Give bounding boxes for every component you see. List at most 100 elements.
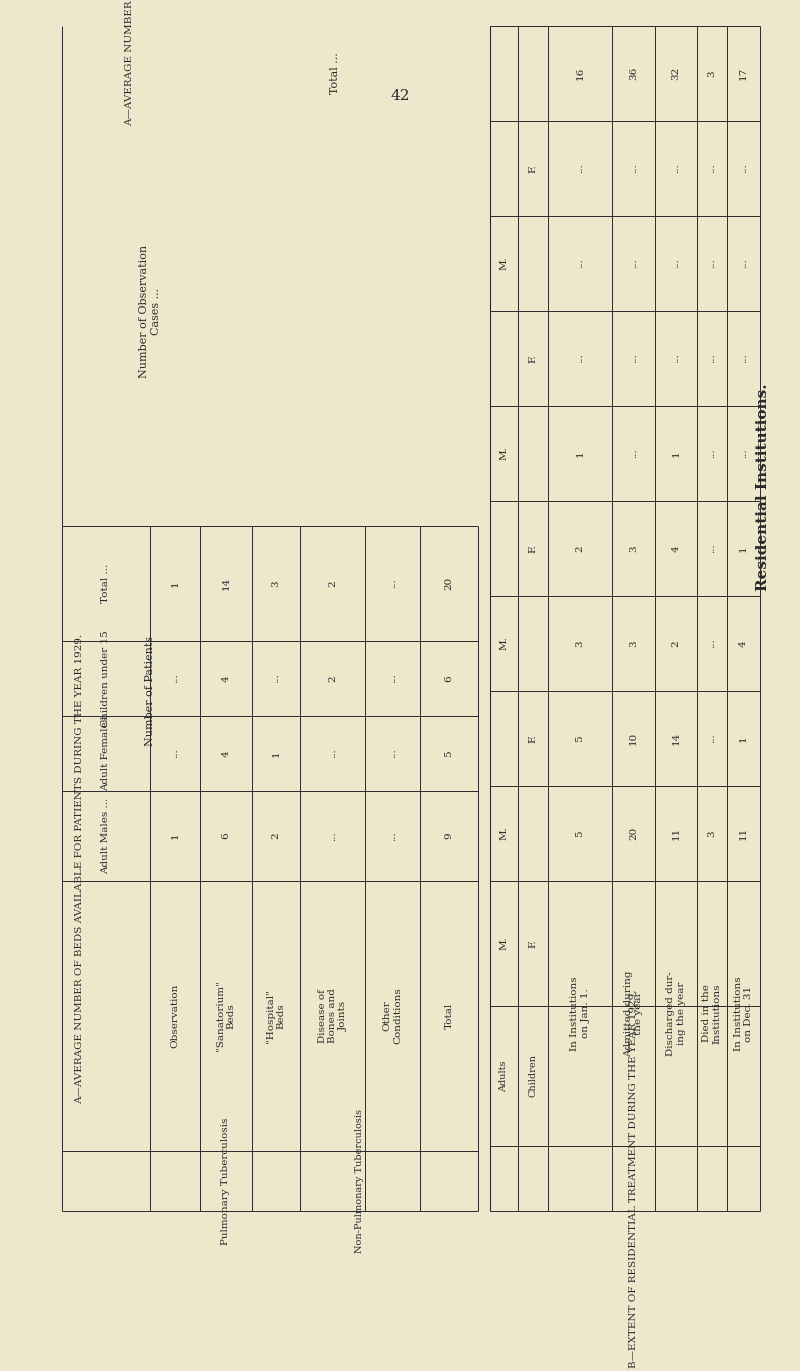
- Text: ...: ...: [575, 259, 585, 269]
- Text: 3: 3: [629, 640, 638, 647]
- Text: ...: ...: [707, 639, 717, 648]
- Text: F.: F.: [529, 733, 538, 743]
- Text: 3: 3: [707, 70, 717, 77]
- Text: M.: M.: [499, 936, 509, 950]
- Text: "Sanatorium"
Beds: "Sanatorium" Beds: [216, 980, 236, 1052]
- Text: Residential Institutions.: Residential Institutions.: [756, 384, 770, 591]
- Text: 14: 14: [222, 577, 230, 590]
- Text: 2: 2: [671, 640, 681, 647]
- Text: 1: 1: [271, 750, 281, 757]
- Text: Adults: Adults: [499, 1060, 509, 1091]
- Text: Admitted during
the year: Admitted during the year: [624, 971, 643, 1057]
- Text: 6: 6: [222, 832, 230, 839]
- Text: 11: 11: [671, 827, 681, 840]
- Text: 1: 1: [739, 735, 748, 742]
- Text: ...: ...: [328, 749, 337, 758]
- Text: 17: 17: [739, 67, 748, 80]
- Text: ...: ...: [739, 259, 748, 269]
- Text: 6: 6: [445, 675, 454, 681]
- Text: ...: ...: [629, 259, 638, 269]
- Text: In Institutions
on Jan. 1.: In Institutions on Jan. 1.: [570, 976, 590, 1050]
- Text: 2: 2: [328, 675, 337, 681]
- Text: ...: ...: [671, 354, 681, 363]
- Text: 4: 4: [739, 640, 748, 647]
- Text: 32: 32: [671, 67, 681, 80]
- Text: ...: ...: [707, 354, 717, 363]
- Text: 1: 1: [739, 546, 748, 551]
- Text: Total ...: Total ...: [330, 52, 340, 95]
- Text: ...: ...: [271, 673, 281, 683]
- Text: "Hospital"
Beds: "Hospital" Beds: [266, 988, 286, 1043]
- Text: 2: 2: [575, 546, 585, 551]
- Text: 3: 3: [271, 580, 281, 587]
- Text: B—EXTENT OF RESIDENTIAL TREATMENT DURING THE YEAR 1929.: B—EXTENT OF RESIDENTIAL TREATMENT DURING…: [629, 990, 638, 1368]
- Text: 4: 4: [671, 546, 681, 551]
- Text: A—AVERAGE NUMBER OF BEDS AVAILABLE FOR PATIENTS DURING THE YEAR 1929.: A—AVERAGE NUMBER OF BEDS AVAILABLE FOR P…: [126, 0, 134, 126]
- Text: 1: 1: [575, 450, 585, 457]
- Text: ...: ...: [328, 831, 337, 840]
- Text: 3: 3: [707, 831, 717, 836]
- Text: 42: 42: [390, 89, 410, 103]
- Text: 4: 4: [222, 675, 230, 681]
- Text: 5: 5: [575, 831, 585, 836]
- Text: M.: M.: [499, 636, 509, 650]
- Text: Number of Observation
Cases ...: Number of Observation Cases ...: [139, 244, 161, 377]
- Text: Children under 15: Children under 15: [102, 631, 110, 727]
- Text: Number of Patients: Number of Patients: [145, 636, 155, 746]
- Text: M.: M.: [499, 256, 509, 270]
- Text: Adult Males ...: Adult Males ...: [102, 798, 110, 875]
- Text: 1: 1: [170, 832, 179, 839]
- Text: ...: ...: [388, 749, 397, 758]
- Text: ...: ...: [388, 673, 397, 683]
- Text: 2: 2: [271, 832, 281, 839]
- Text: Observation: Observation: [170, 984, 179, 1049]
- Text: 11: 11: [739, 827, 748, 840]
- Text: ...: ...: [707, 733, 717, 743]
- Text: Discharged dur-
ing the year: Discharged dur- ing the year: [666, 971, 686, 1056]
- Text: Other
Conditions: Other Conditions: [383, 987, 402, 1045]
- Text: ...: ...: [170, 673, 179, 683]
- Text: 20: 20: [445, 577, 454, 590]
- Text: F.: F.: [529, 354, 538, 363]
- Text: ...: ...: [170, 749, 179, 758]
- Text: A—AVERAGE NUMBER OF BEDS AVAILABLE FOR PATIENTS DURING THE YEAR 1929.: A—AVERAGE NUMBER OF BEDS AVAILABLE FOR P…: [75, 633, 85, 1104]
- Text: ...: ...: [629, 354, 638, 363]
- Text: ...: ...: [707, 163, 717, 173]
- Text: Total ...: Total ...: [102, 563, 110, 603]
- Text: 9: 9: [445, 832, 454, 839]
- Text: Disease of
Bones and
Joints: Disease of Bones and Joints: [318, 988, 347, 1043]
- Text: ...: ...: [739, 448, 748, 458]
- Text: ...: ...: [671, 163, 681, 173]
- Text: 20: 20: [629, 827, 638, 840]
- Text: 16: 16: [575, 67, 585, 80]
- Text: 2: 2: [328, 580, 337, 587]
- Text: Non-Pulmonary Tuberculosis: Non-Pulmonary Tuberculosis: [355, 1109, 365, 1253]
- Text: 1: 1: [170, 580, 179, 587]
- Text: 5: 5: [575, 735, 585, 742]
- Text: ...: ...: [629, 163, 638, 173]
- Text: ...: ...: [739, 354, 748, 363]
- Text: 10: 10: [629, 732, 638, 744]
- Text: 5: 5: [445, 750, 454, 757]
- Text: 36: 36: [629, 67, 638, 80]
- Text: Total: Total: [445, 1002, 454, 1030]
- Text: F.: F.: [529, 165, 538, 173]
- Text: ...: ...: [707, 448, 717, 458]
- Text: ...: ...: [707, 259, 717, 269]
- Text: 3: 3: [575, 640, 585, 647]
- Text: 3: 3: [629, 546, 638, 551]
- Text: ...: ...: [739, 163, 748, 173]
- Text: F.: F.: [529, 939, 538, 947]
- Text: In Institutions
on Dec. 31: In Institutions on Dec. 31: [734, 976, 754, 1050]
- Text: Died in the
Institutions: Died in the Institutions: [702, 983, 722, 1043]
- Text: ...: ...: [575, 163, 585, 173]
- Text: Children: Children: [529, 1054, 538, 1097]
- Text: 4: 4: [222, 750, 230, 757]
- Text: 1: 1: [671, 450, 681, 457]
- Text: ...: ...: [388, 579, 397, 588]
- Text: ...: ...: [707, 544, 717, 554]
- Text: M.: M.: [499, 447, 509, 461]
- Text: ...: ...: [671, 259, 681, 269]
- Text: F.: F.: [529, 544, 538, 553]
- Text: ...: ...: [388, 831, 397, 840]
